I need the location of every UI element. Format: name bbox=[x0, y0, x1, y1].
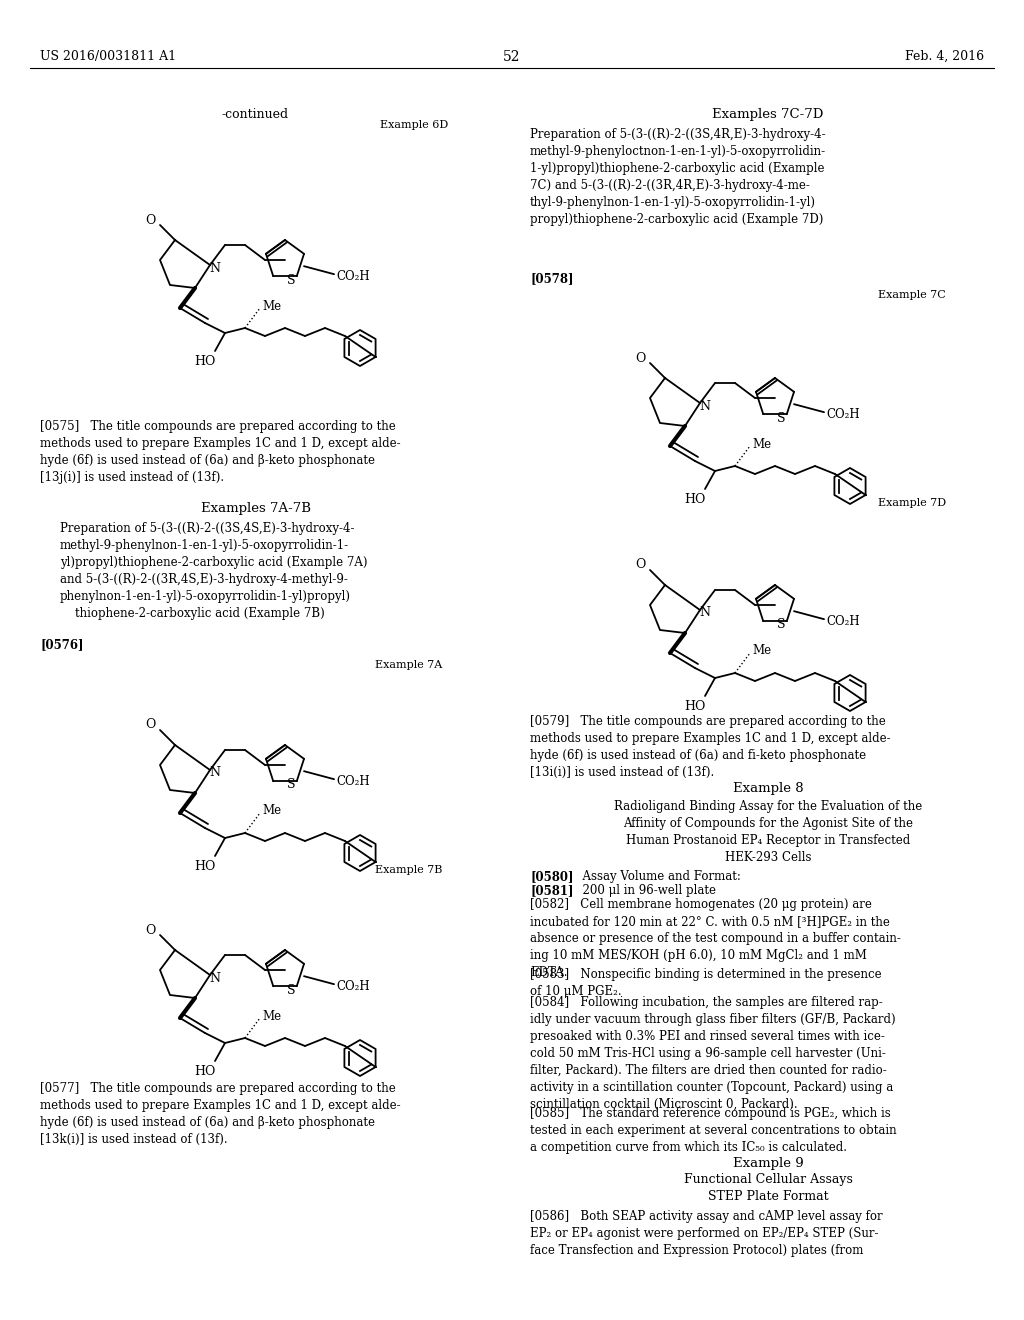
Text: HO: HO bbox=[684, 700, 706, 713]
Text: Assay Volume and Format:: Assay Volume and Format: bbox=[575, 870, 741, 883]
Text: O: O bbox=[635, 351, 645, 364]
Text: CO₂H: CO₂H bbox=[826, 408, 859, 421]
Text: [0584]   Following incubation, the samples are filtered rap-
idly under vacuum t: [0584] Following incubation, the samples… bbox=[530, 997, 896, 1111]
Text: Preparation of 5-(3-((R)-2-((3S,4R,E)-3-hydroxy-4-
methyl-9-phenyloctnon-1-en-1-: Preparation of 5-(3-((R)-2-((3S,4R,E)-3-… bbox=[530, 128, 826, 226]
Text: -continued: -continued bbox=[221, 108, 289, 121]
Text: O: O bbox=[144, 718, 156, 731]
Text: S: S bbox=[287, 273, 296, 286]
Text: Radioligand Binding Assay for the Evaluation of the
Affinity of Compounds for th: Radioligand Binding Assay for the Evalua… bbox=[613, 800, 923, 865]
Text: N: N bbox=[699, 400, 711, 412]
Text: US 2016/0031811 A1: US 2016/0031811 A1 bbox=[40, 50, 176, 63]
Text: [0575]   The title compounds are prepared according to the
methods used to prepa: [0575] The title compounds are prepared … bbox=[40, 420, 400, 484]
Text: Example 8: Example 8 bbox=[733, 781, 803, 795]
Text: [0578]: [0578] bbox=[530, 272, 573, 285]
Text: O: O bbox=[144, 924, 156, 936]
Text: HO: HO bbox=[195, 1065, 216, 1078]
Text: CO₂H: CO₂H bbox=[826, 615, 859, 628]
Text: Functional Cellular Assays: Functional Cellular Assays bbox=[684, 1173, 852, 1185]
Text: [0577]   The title compounds are prepared according to the
methods used to prepa: [0577] The title compounds are prepared … bbox=[40, 1082, 400, 1146]
Text: Example 7D: Example 7D bbox=[878, 498, 946, 508]
Text: [0582]   Cell membrane homogenates (20 μg protein) are
incubated for 120 min at : [0582] Cell membrane homogenates (20 μg … bbox=[530, 898, 901, 979]
Text: HO: HO bbox=[195, 355, 216, 368]
Text: Preparation of 5-(3-((R)-2-((3S,4S,E)-3-hydroxy-4-
methyl-9-phenylnon-1-en-1-yl): Preparation of 5-(3-((R)-2-((3S,4S,E)-3-… bbox=[60, 521, 368, 620]
Text: 52: 52 bbox=[503, 50, 521, 63]
Text: Me: Me bbox=[752, 644, 771, 657]
Text: HO: HO bbox=[195, 861, 216, 873]
Text: [0583]   Nonspecific binding is determined in the presence
of 10 μM PGE₂.: [0583] Nonspecific binding is determined… bbox=[530, 968, 882, 998]
Text: S: S bbox=[777, 619, 785, 631]
Text: [0580]: [0580] bbox=[530, 870, 573, 883]
Text: Feb. 4, 2016: Feb. 4, 2016 bbox=[905, 50, 984, 63]
Text: N: N bbox=[699, 606, 711, 619]
Text: CO₂H: CO₂H bbox=[336, 775, 370, 788]
Text: Me: Me bbox=[262, 1010, 282, 1023]
Text: O: O bbox=[635, 558, 645, 572]
Text: Me: Me bbox=[262, 804, 282, 817]
Text: Example 7C: Example 7C bbox=[878, 290, 946, 300]
Text: [0585]   The standard reference compound is PGE₂, which is
tested in each experi: [0585] The standard reference compound i… bbox=[530, 1107, 897, 1154]
Text: [0579]   The title compounds are prepared according to the
methods used to prepa: [0579] The title compounds are prepared … bbox=[530, 715, 891, 779]
Text: Me: Me bbox=[262, 300, 282, 313]
Text: Example 7B: Example 7B bbox=[375, 865, 442, 875]
Text: N: N bbox=[210, 261, 220, 275]
Text: O: O bbox=[144, 214, 156, 227]
Text: [0586]   Both SEAP activity assay and cAMP level assay for
EP₂ or EP₄ agonist we: [0586] Both SEAP activity assay and cAMP… bbox=[530, 1210, 883, 1257]
Text: CO₂H: CO₂H bbox=[336, 269, 370, 282]
Text: Me: Me bbox=[752, 437, 771, 450]
Text: S: S bbox=[777, 412, 785, 425]
Text: Examples 7C-7D: Examples 7C-7D bbox=[713, 108, 823, 121]
Text: N: N bbox=[210, 767, 220, 780]
Text: Examples 7A-7B: Examples 7A-7B bbox=[201, 502, 311, 515]
Text: Example 7A: Example 7A bbox=[375, 660, 442, 671]
Text: [0581]: [0581] bbox=[530, 884, 573, 898]
Text: S: S bbox=[287, 983, 296, 997]
Text: [0576]: [0576] bbox=[40, 638, 84, 651]
Text: Example 9: Example 9 bbox=[732, 1158, 804, 1170]
Text: N: N bbox=[210, 972, 220, 985]
Text: 200 μl in 96-well plate: 200 μl in 96-well plate bbox=[575, 884, 716, 898]
Text: Example 6D: Example 6D bbox=[380, 120, 449, 129]
Text: HO: HO bbox=[684, 492, 706, 506]
Text: STEP Plate Format: STEP Plate Format bbox=[708, 1191, 828, 1203]
Text: S: S bbox=[287, 779, 296, 792]
Text: CO₂H: CO₂H bbox=[336, 979, 370, 993]
